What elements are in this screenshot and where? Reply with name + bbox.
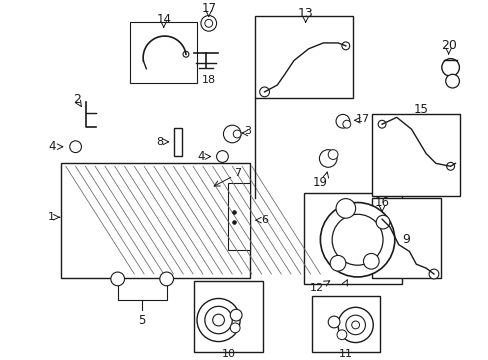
Bar [371, 198, 440, 278]
Circle shape [70, 141, 81, 153]
Text: 12: 12 [309, 283, 323, 293]
Text: 13: 13 [297, 7, 313, 20]
Circle shape [345, 315, 365, 335]
Text: 16: 16 [374, 196, 389, 209]
Circle shape [445, 74, 459, 88]
Circle shape [204, 306, 232, 334]
Text: 15: 15 [413, 103, 428, 116]
Circle shape [331, 214, 382, 265]
Bar [61, 163, 249, 278]
Circle shape [233, 130, 241, 138]
Circle shape [335, 199, 355, 218]
Bar [303, 193, 401, 284]
Bar [174, 128, 182, 156]
Circle shape [377, 120, 385, 128]
Circle shape [216, 150, 228, 162]
Circle shape [335, 114, 349, 128]
Circle shape [319, 150, 336, 167]
Circle shape [230, 309, 242, 321]
Text: 1: 1 [47, 212, 55, 222]
Circle shape [230, 323, 240, 333]
Circle shape [441, 59, 459, 76]
Circle shape [183, 51, 188, 57]
Text: 9: 9 [402, 233, 409, 246]
Circle shape [351, 321, 359, 329]
Text: 20: 20 [440, 39, 456, 52]
Text: 3: 3 [244, 126, 251, 136]
Text: 18: 18 [201, 75, 215, 85]
Text: 10: 10 [221, 349, 235, 359]
Circle shape [204, 19, 212, 27]
Text: 4: 4 [197, 150, 204, 163]
Circle shape [375, 215, 389, 229]
Bar [371, 114, 460, 196]
Circle shape [197, 298, 240, 342]
Text: 8: 8 [156, 137, 163, 147]
Circle shape [320, 203, 394, 277]
Text: 4: 4 [48, 140, 56, 153]
Circle shape [212, 314, 224, 326]
Circle shape [342, 120, 350, 128]
Bar [130, 22, 197, 83]
Circle shape [160, 272, 173, 286]
Text: 7: 7 [234, 168, 241, 178]
Circle shape [428, 269, 438, 279]
Circle shape [337, 307, 372, 343]
Circle shape [327, 316, 339, 328]
Bar [194, 281, 262, 352]
Circle shape [446, 162, 454, 170]
Text: 6: 6 [261, 215, 267, 225]
Text: 17: 17 [201, 2, 216, 15]
Circle shape [363, 253, 378, 269]
Circle shape [341, 42, 349, 50]
Circle shape [329, 255, 345, 271]
Circle shape [111, 272, 124, 286]
Circle shape [201, 15, 216, 31]
Circle shape [327, 150, 337, 159]
Text: 14: 14 [156, 13, 171, 26]
Text: 11: 11 [338, 349, 352, 359]
Bar [254, 17, 352, 98]
Circle shape [259, 87, 269, 97]
Bar [311, 296, 379, 352]
Text: 5: 5 [138, 314, 145, 327]
Text: 17: 17 [355, 114, 369, 124]
Text: 19: 19 [312, 176, 327, 189]
Text: 2: 2 [73, 93, 81, 106]
Circle shape [223, 125, 241, 143]
Bar [228, 183, 249, 249]
Circle shape [336, 330, 346, 339]
